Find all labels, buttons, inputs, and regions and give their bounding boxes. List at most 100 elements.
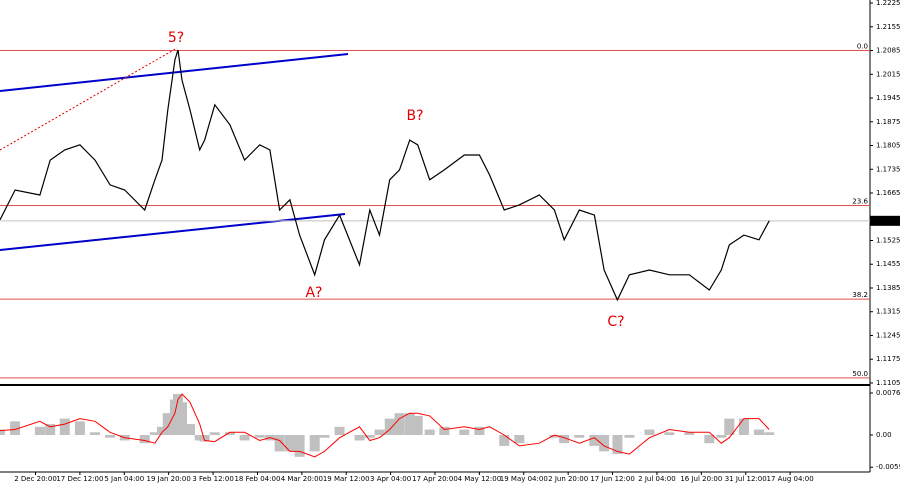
histogram-bar	[364, 434, 375, 438]
histogram-bar	[59, 418, 70, 435]
histogram-bar	[199, 434, 210, 442]
histogram-bar	[514, 434, 525, 444]
y-tick-label: -0.0059	[876, 463, 900, 471]
histogram-bar	[176, 402, 187, 435]
histogram-bar	[412, 415, 423, 435]
x-tick-label: 3 Feb 12:00	[192, 475, 233, 483]
price-line	[0, 393, 770, 458]
histogram-bar	[589, 434, 600, 446]
histogram-bar	[89, 432, 100, 435]
wave-label: A?	[305, 285, 322, 301]
x-tick-label: 5 Jan 04:00	[104, 475, 144, 483]
histogram-bar	[599, 434, 610, 452]
x-tick-label: 17 Jun 12:00	[590, 475, 634, 483]
wave-label: 5?	[168, 30, 184, 46]
histogram-bar	[754, 429, 765, 435]
y-tick-label: 0.00769	[876, 389, 900, 397]
x-tick-label: 17 Aug 04:00	[767, 475, 814, 483]
x-tick-label: 19 Jan 20:00	[147, 475, 191, 483]
histogram-bar	[162, 413, 173, 435]
wave-label: C?	[607, 314, 624, 330]
histogram-bar	[559, 434, 570, 444]
channel-line	[0, 53, 349, 92]
histogram-bar	[404, 413, 415, 435]
histogram-bar	[274, 434, 285, 452]
x-tick-label: 16 Jul 20:00	[680, 475, 722, 483]
histogram-bar	[0, 429, 5, 435]
histogram-bar	[424, 429, 435, 435]
y-tick-label: 1.1945	[876, 94, 900, 102]
histogram-bar	[459, 429, 470, 435]
histogram-bar	[738, 418, 749, 435]
histogram-bar	[474, 426, 485, 435]
histogram-bar	[384, 418, 395, 435]
histogram-bar	[716, 434, 727, 438]
histogram-bar	[209, 432, 220, 435]
histogram-bar	[224, 432, 235, 435]
fib-label: 0.0	[857, 43, 868, 51]
y-tick-label: 1.1105	[876, 379, 900, 387]
x-tick-label: 3 Apr 04:00	[370, 475, 411, 483]
fib-label: 23.6	[852, 198, 868, 206]
histogram-bar	[309, 434, 320, 452]
fib-label: 38.2	[852, 291, 868, 299]
histogram-bar	[34, 426, 45, 435]
channel-line	[0, 213, 346, 251]
histogram-bar	[664, 432, 675, 435]
x-tick-label: 18 Feb 04:00	[234, 475, 280, 483]
histogram-bar	[139, 434, 150, 444]
y-tick-label: 1.1455	[876, 260, 900, 268]
y-tick-label: 1.2015	[876, 70, 900, 78]
histogram-bar	[704, 434, 715, 444]
histogram-bar	[45, 424, 56, 435]
histogram-bar	[439, 426, 450, 435]
y-tick-label: 1.2155	[876, 23, 900, 31]
x-tick-label: 2 Dec 20:00	[14, 475, 57, 483]
histogram-bar	[10, 421, 21, 435]
histogram-bar	[239, 434, 250, 441]
histogram-bar	[574, 434, 585, 438]
y-tick-label: 1.1525	[876, 236, 900, 244]
x-tick-label: 4 May 12:00	[458, 475, 502, 483]
x-tick-label: 2 Jul 04:00	[638, 475, 676, 483]
histogram-bar	[334, 426, 345, 435]
y-tick-label: 1.1175	[876, 355, 900, 363]
y-tick-label: 0.00	[876, 431, 892, 439]
histogram-bar	[499, 434, 510, 446]
histogram-bar	[74, 421, 85, 435]
histogram-bar	[319, 434, 330, 438]
y-tick-label: 1.1875	[876, 118, 900, 126]
histogram-bar	[724, 418, 735, 435]
histogram-bar	[294, 434, 305, 457]
histogram-bar	[684, 432, 695, 435]
histogram-bar	[764, 432, 775, 435]
histogram-bar	[394, 413, 405, 435]
x-tick-label: 19 Mar 12:00	[323, 475, 370, 483]
histogram-bar	[354, 434, 365, 441]
y-tick-label: 1.1665	[876, 189, 900, 197]
histogram-bar	[149, 432, 160, 435]
last-price-box	[870, 215, 900, 226]
y-tick-label: 1.2225	[876, 0, 900, 7]
x-tick-label: 2 Jun 20:00	[548, 475, 588, 483]
y-tick-label: 1.1385	[876, 284, 900, 292]
histogram-bar	[549, 434, 560, 438]
last-price-label: 1.1583	[873, 217, 898, 225]
x-tick-label: 19 May 04:00	[500, 475, 548, 483]
y-tick-label: 1.2085	[876, 47, 900, 55]
price-line	[0, 49, 770, 302]
wave-label: B?	[406, 108, 423, 124]
histogram-bar	[624, 434, 635, 438]
y-tick-label: 1.1315	[876, 308, 900, 316]
histogram-bar	[374, 429, 385, 435]
histogram-bar	[644, 429, 655, 435]
histogram-bar	[184, 424, 195, 435]
x-tick-label: 4 Mar 20:00	[281, 475, 323, 483]
histogram-bar	[254, 434, 265, 438]
histogram-bar	[612, 434, 623, 455]
histogram-bar	[105, 434, 116, 438]
histogram-bar	[157, 426, 168, 435]
y-tick-label: 1.1805	[876, 142, 900, 150]
